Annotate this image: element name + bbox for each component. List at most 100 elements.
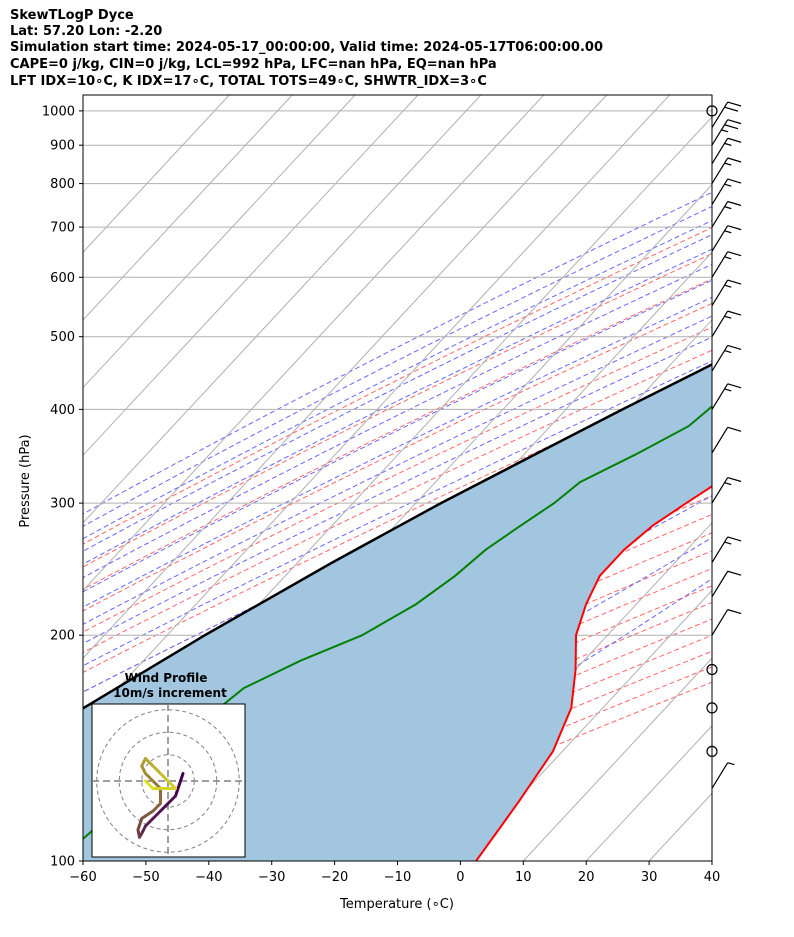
title-latlon: Lat: 57.20 Lon: -2.20 [10,24,163,39]
wind-barb [706,702,718,714]
barb-staff [711,251,729,278]
barb-flag [724,482,732,486]
wind-barb [711,426,742,454]
y-tick-label: 600 [50,271,75,286]
dry-adiabat [83,349,712,654]
wind-barb [711,310,742,338]
calm-circle [706,663,718,676]
title-indices: LFT IDX=10∘C, K IDX=17∘C, TOTAL TOTS=49∘… [10,74,487,89]
hodograph-content [92,704,245,857]
dry-adiabat [83,278,712,590]
title-station: SkewTLogP Dyce [10,8,134,23]
wind-barb [711,762,735,789]
x-tick-label: −40 [195,870,222,885]
x-axis-label: Temperature (∘C) [339,897,454,912]
x-tick-label: −10 [384,870,411,885]
x-tick-label: 0 [456,870,464,885]
dry-adiabat [83,302,712,612]
hodograph-segment [159,772,170,783]
parcel-line [83,362,712,710]
isotherm [83,95,230,254]
calm-circle [706,702,718,714]
barb-staff [711,137,729,165]
barb-flag [724,206,732,210]
dry-adiabat [83,227,712,545]
hodograph-segment [151,764,162,775]
y-axis-label: Pressure (hPa) [18,434,33,527]
y-tick-label: 200 [50,629,75,644]
y-tick-label: 1000 [42,104,75,119]
wind-barb [706,663,718,676]
temperature-line [475,485,712,861]
wind-barb [711,200,742,228]
wind-barb [711,476,742,504]
wind-barb [711,119,742,146]
barb-flag [727,476,742,483]
barb-flag [727,279,742,285]
wind-barb [711,225,742,252]
x-tick-label: 10 [515,870,532,885]
calm-circle [706,105,718,117]
barb-flag [724,284,732,288]
moist-adiabat [83,360,712,667]
barb-flag [724,315,732,319]
barb-flag [724,230,732,234]
isotherm [83,95,482,524]
barb-flag [724,124,739,130]
moist-adiabat [83,205,712,527]
barb-flag [724,162,732,166]
y-tick-label: 800 [50,177,75,192]
title-times: Simulation start time: 2024-05-17_00:00:… [10,40,603,55]
barb-staff [711,225,729,252]
wind-barb [711,344,742,372]
barb-flag [727,157,742,163]
dry-adiabat [83,372,712,673]
barb-flag [727,536,742,542]
wind-barb [711,279,742,306]
hodograph-segment [144,779,155,790]
isotherm [83,95,545,592]
moist-adiabat [83,296,712,608]
barb-flag [727,426,742,432]
barb-flag [727,310,742,316]
barb-staff [711,178,729,205]
y-tick-label: 100 [50,855,75,870]
dry-adiabat [83,326,712,633]
profile-lines [83,362,712,861]
barb-flag [724,541,732,545]
moist-adiabat [83,248,712,565]
barb-flag [727,101,742,107]
hodograph-segment [144,757,155,768]
barb-staff [711,101,729,128]
title-cape: CAPE=0 j/kg, CIN=0 j/kg, LCL=992 hPa, LF… [10,57,497,72]
isotherm [460,589,712,861]
isotherm [83,95,608,659]
barb-staff [711,609,729,636]
wind-barb [711,101,742,128]
y-tick-label: 700 [50,221,75,236]
barb-staff [711,477,729,504]
moist-adiabat [83,191,712,515]
barb-flag [721,129,729,133]
hodograph-segment [151,802,162,813]
moist-adiabat [83,279,712,593]
barb-flag [727,225,742,231]
x-tick-label: 40 [704,870,721,885]
x-tick-label: 20 [578,870,595,885]
barb-flag [727,344,742,351]
barb-staff [711,383,729,410]
barb-flag [727,570,742,576]
wind-barb [711,251,742,278]
wind-barbs [706,101,742,789]
hodograph-segment [144,772,155,783]
x-tick-label: −30 [258,870,285,885]
barb-flag [727,251,742,257]
y-tick-label: 400 [50,403,75,418]
barb-flag [724,183,732,187]
x-tick-label: −20 [321,870,348,885]
barb-staff [711,536,729,563]
moist-adiabat [83,234,712,552]
barb-flag [727,137,742,143]
barb-staff [711,157,729,184]
isotherm [522,657,712,861]
